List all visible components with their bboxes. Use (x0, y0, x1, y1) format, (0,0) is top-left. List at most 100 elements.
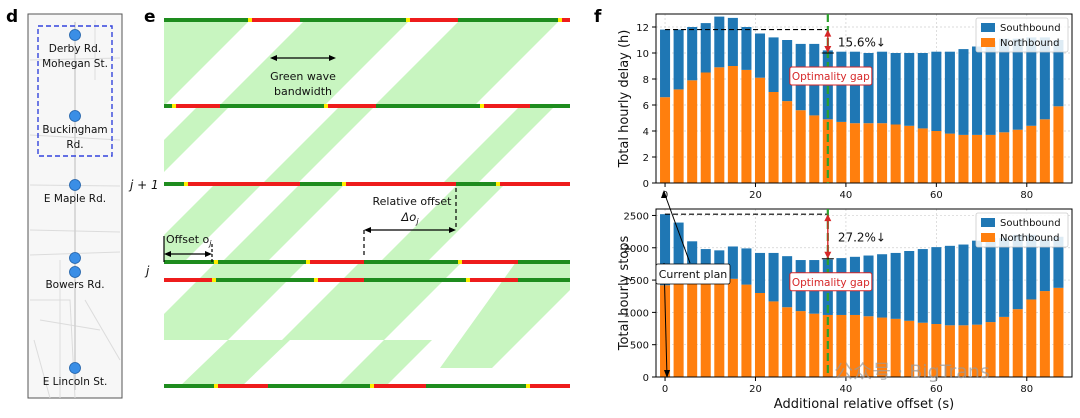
bar-northbound (741, 69, 752, 183)
y-tick-label: 0 (643, 179, 649, 190)
station-bowers-a (69, 252, 81, 264)
bar-southbound (917, 249, 928, 323)
x-tick-label: 80 (1020, 190, 1033, 201)
bar-southbound (673, 222, 684, 283)
bar-northbound (782, 307, 793, 377)
legend-swatch-southbound (981, 23, 995, 32)
bar-southbound (1053, 40, 1064, 107)
y-tick-label: 4 (643, 127, 649, 138)
signal-rows (164, 18, 570, 388)
bar-southbound (877, 51, 888, 124)
bandwidth-label: Green wave (270, 70, 336, 83)
station-label: E Lincoln St. (43, 376, 108, 388)
bar-northbound (999, 132, 1010, 183)
y-tick-label: 8 (643, 75, 649, 86)
legend-swatch-southbound (981, 218, 995, 227)
plot-frame (655, 13, 1073, 184)
bar-northbound (700, 278, 711, 377)
bar-southbound (1039, 239, 1050, 292)
bar-southbound (877, 254, 888, 318)
bandwidth-annotation: Green wave bandwidth (270, 55, 336, 98)
legend-label: Northbound (1000, 233, 1059, 244)
bar-northbound (687, 280, 698, 377)
bar-northbound (917, 128, 928, 183)
bar-northbound (1053, 287, 1064, 377)
bar-northbound (985, 134, 996, 183)
bar-northbound (714, 67, 725, 183)
x-tick-label: 60 (930, 384, 943, 395)
gap-label-box (789, 272, 873, 292)
bar-northbound (836, 314, 847, 377)
bar-southbound (754, 33, 766, 78)
legend-label: Southbound (1000, 23, 1061, 34)
plot-frame (655, 208, 1073, 378)
x-tick-label: 0 (662, 384, 668, 395)
bar-southbound (849, 51, 860, 124)
bar-northbound (754, 293, 766, 377)
x-tick-label: 20 (749, 190, 762, 201)
x-tick-label: 40 (840, 384, 853, 395)
y-tick-label: 12 (636, 23, 649, 34)
offset-annotation: Offset oj (163, 233, 213, 262)
chart-stops: 0 500 1000 1500 2000 2500 0 20 40 60 80 27.2%↓ Opt… (617, 208, 1073, 412)
bar-southbound (917, 53, 928, 129)
y-tick-label: 0 (643, 373, 649, 384)
legend-swatch-northbound (981, 38, 995, 47)
bar-northbound (809, 115, 820, 183)
relative-offset-symbol: Δoj (400, 210, 419, 226)
relative-offset-annotation: Relative offset Δoj (363, 188, 457, 258)
bar-southbound (673, 29, 684, 90)
bar-northbound (687, 80, 698, 183)
bar-northbound (795, 110, 806, 183)
bar-northbound (890, 124, 901, 183)
arrow-head-icon (664, 370, 670, 378)
bar-southbound (944, 245, 955, 326)
bar-northbound (904, 125, 915, 183)
bar-southbound (1012, 234, 1023, 310)
bar-northbound (1053, 106, 1064, 183)
bar-southbound (836, 51, 847, 122)
bar-northbound (1012, 129, 1023, 183)
arrow-head-icon (329, 55, 336, 61)
bar-southbound (754, 252, 766, 293)
legend-box (975, 17, 1069, 53)
bar-northbound (673, 89, 684, 183)
bar-southbound (741, 27, 752, 70)
watermark: 公众号 · BigTrans (834, 361, 990, 383)
bar-northbound (944, 133, 955, 183)
bar-southbound (890, 53, 901, 125)
bar-southbound (768, 37, 779, 92)
arrow-head-icon (824, 251, 832, 259)
bar-southbound (931, 247, 942, 325)
legend-label: Northbound (1000, 38, 1059, 49)
station-label: Rd. (66, 139, 83, 151)
bar-northbound (795, 311, 806, 377)
panel-f: f 0 2 4 6 8 10 12 0 20 40 60 80 15.6%↓ Optimality g… (594, 7, 1073, 412)
bar-southbound (863, 53, 874, 124)
gap-label-box (789, 66, 873, 86)
legend-label: Southbound (1000, 218, 1061, 229)
station-label: Mohegan St. (42, 58, 108, 70)
bar-southbound (1026, 37, 1037, 126)
legend: Southbound Northbound (975, 17, 1069, 53)
bar-northbound (836, 121, 847, 183)
bar-southbound (1039, 37, 1050, 120)
bar-southbound (741, 248, 752, 285)
bar-northbound (714, 276, 725, 377)
bar-northbound (1012, 309, 1023, 377)
arrow-head-icon (824, 29, 832, 37)
bar-southbound (999, 238, 1010, 317)
bar-northbound (754, 77, 766, 183)
x-tick-label: 60 (930, 190, 943, 201)
bar-northbound (741, 284, 752, 377)
bar-northbound (1039, 119, 1050, 183)
gap-annotation: 15.6%↓ Optimality gap (665, 14, 886, 183)
gap-percent: 15.6%↓ (838, 35, 886, 49)
bar-northbound (931, 131, 942, 183)
green-wave-bands (164, 20, 570, 388)
bar-southbound (727, 17, 738, 66)
bar-southbound (687, 27, 698, 81)
arrow-head-icon (270, 55, 277, 61)
bar-northbound (904, 320, 915, 377)
station-e-lincoln (69, 362, 81, 374)
